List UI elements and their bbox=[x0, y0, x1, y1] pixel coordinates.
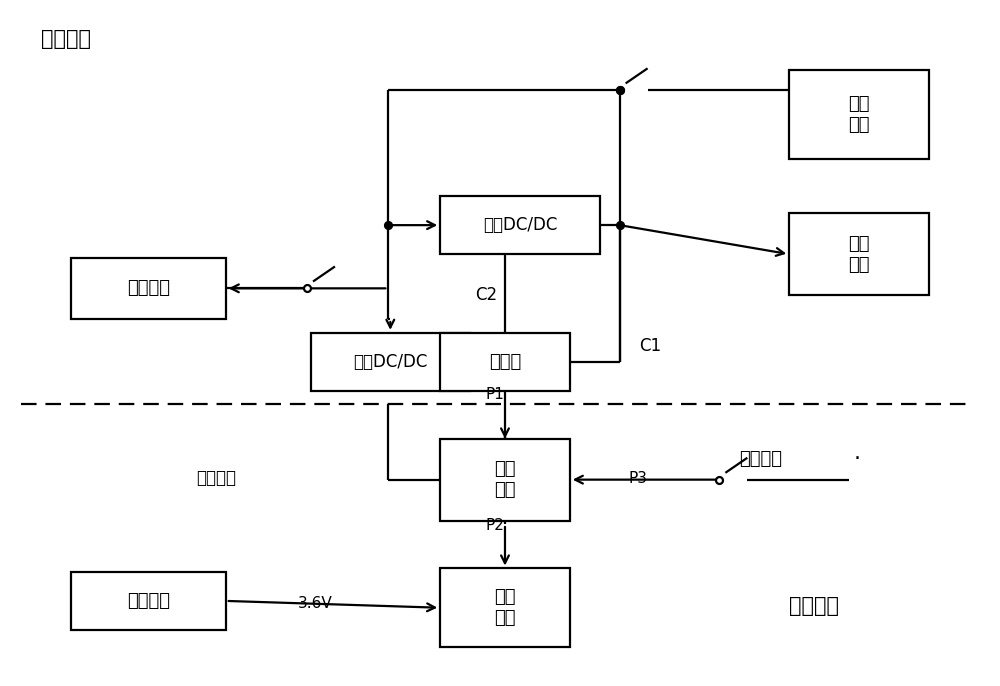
Text: P1: P1 bbox=[486, 387, 504, 402]
Text: P2: P2 bbox=[486, 518, 504, 533]
FancyBboxPatch shape bbox=[440, 196, 600, 255]
Text: 单片机: 单片机 bbox=[489, 353, 521, 371]
FancyBboxPatch shape bbox=[311, 333, 470, 391]
Text: 高压
模块: 高压 模块 bbox=[848, 95, 870, 134]
Text: C2: C2 bbox=[475, 286, 497, 304]
Text: P3: P3 bbox=[628, 471, 647, 486]
Text: 第二DC/DC: 第二DC/DC bbox=[483, 216, 557, 234]
FancyBboxPatch shape bbox=[440, 438, 570, 521]
Text: 待机部分: 待机部分 bbox=[789, 596, 839, 616]
FancyBboxPatch shape bbox=[440, 333, 570, 391]
Text: 自锁
电路: 自锁 电路 bbox=[494, 460, 516, 499]
Text: 上电开关: 上电开关 bbox=[739, 450, 782, 468]
FancyBboxPatch shape bbox=[789, 213, 929, 295]
Text: 工作电源: 工作电源 bbox=[127, 279, 170, 297]
FancyBboxPatch shape bbox=[440, 569, 570, 647]
FancyBboxPatch shape bbox=[789, 70, 929, 158]
Text: 待机电源: 待机电源 bbox=[127, 592, 170, 610]
Text: 外围
器件: 外围 器件 bbox=[848, 235, 870, 274]
FancyBboxPatch shape bbox=[71, 258, 226, 319]
Text: 3.6V: 3.6V bbox=[298, 597, 333, 611]
FancyBboxPatch shape bbox=[71, 572, 226, 630]
Text: C1: C1 bbox=[640, 338, 662, 355]
Text: 锁定信号: 锁定信号 bbox=[196, 469, 236, 487]
Text: 工作部分: 工作部分 bbox=[41, 29, 91, 49]
Text: 时钟
芯片: 时钟 芯片 bbox=[494, 589, 516, 627]
Text: 第一DC/DC: 第一DC/DC bbox=[353, 353, 427, 371]
Text: ·: · bbox=[854, 449, 861, 469]
